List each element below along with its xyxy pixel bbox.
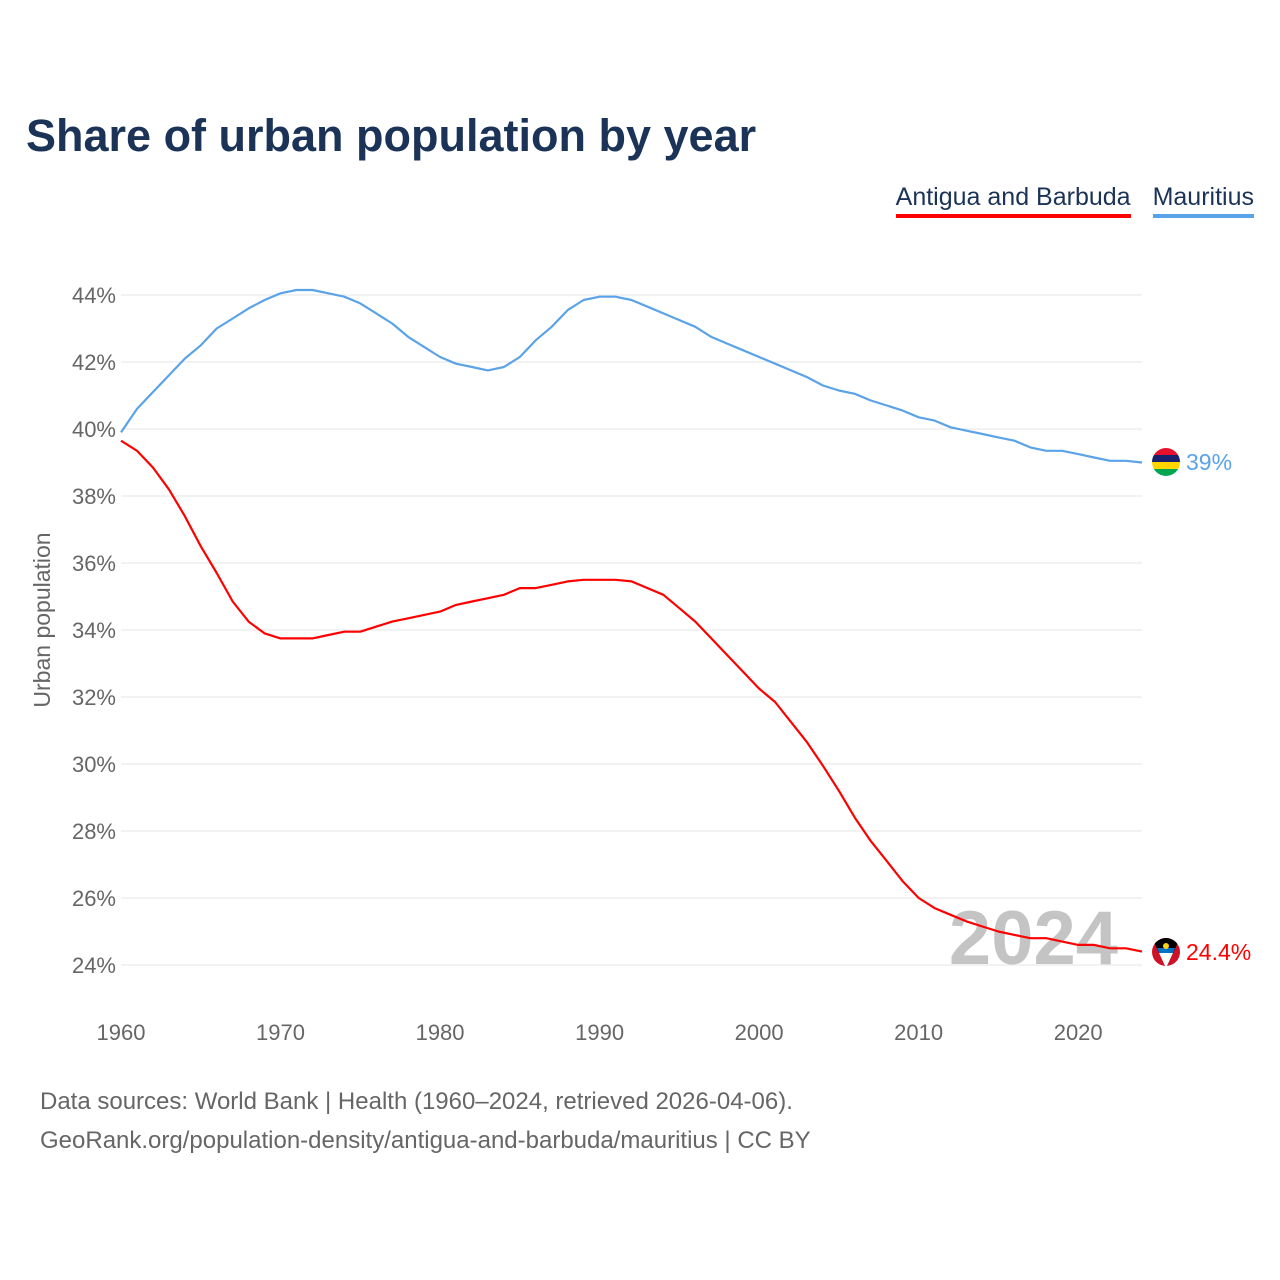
x-tick-label: 2000 xyxy=(735,1020,784,1045)
data-source-note: Data sources: World Bank | Health (1960–… xyxy=(40,1088,793,1115)
source-link[interactable]: GeoRank.org/population-density/antigua-a… xyxy=(40,1127,811,1154)
legend: Antigua and Barbuda Mauritius xyxy=(895,183,1254,218)
y-tick-label: 42% xyxy=(72,350,116,375)
x-tick-label: 2010 xyxy=(894,1020,943,1045)
series-line-antigua-and-barbuda[interactable] xyxy=(120,439,1143,953)
y-tick-label: 36% xyxy=(72,551,116,576)
mauritius-flag-icon xyxy=(1152,448,1180,476)
x-tick-label: 1980 xyxy=(416,1020,465,1045)
y-tick-label: 34% xyxy=(72,618,116,643)
end-value-label: 24.4% xyxy=(1186,939,1251,965)
y-tick-label: 28% xyxy=(72,819,116,844)
y-axis-label: Urban population xyxy=(29,532,55,707)
x-tick-label: 2020 xyxy=(1054,1020,1103,1045)
y-tick-label: 24% xyxy=(72,953,116,978)
legend-item-mauritius[interactable]: Mauritius xyxy=(1152,183,1254,218)
x-tick-label: 1970 xyxy=(256,1020,305,1045)
y-tick-label: 40% xyxy=(72,417,116,442)
y-tick-label: 30% xyxy=(72,752,116,777)
x-tick-label: 1990 xyxy=(575,1020,624,1045)
y-tick-label: 44% xyxy=(72,283,116,308)
series-line-mauritius[interactable] xyxy=(120,288,1143,464)
y-tick-label: 32% xyxy=(72,685,116,710)
end-value-label: 39% xyxy=(1186,449,1232,475)
legend-item-antigua[interactable]: Antigua and Barbuda xyxy=(895,183,1131,218)
y-tick-label: 38% xyxy=(72,484,116,509)
chart-title: Share of urban population by year xyxy=(26,110,757,161)
x-tick-label: 1960 xyxy=(97,1020,146,1045)
y-tick-label: 26% xyxy=(72,886,116,911)
antigua-flag-icon xyxy=(1152,938,1180,966)
